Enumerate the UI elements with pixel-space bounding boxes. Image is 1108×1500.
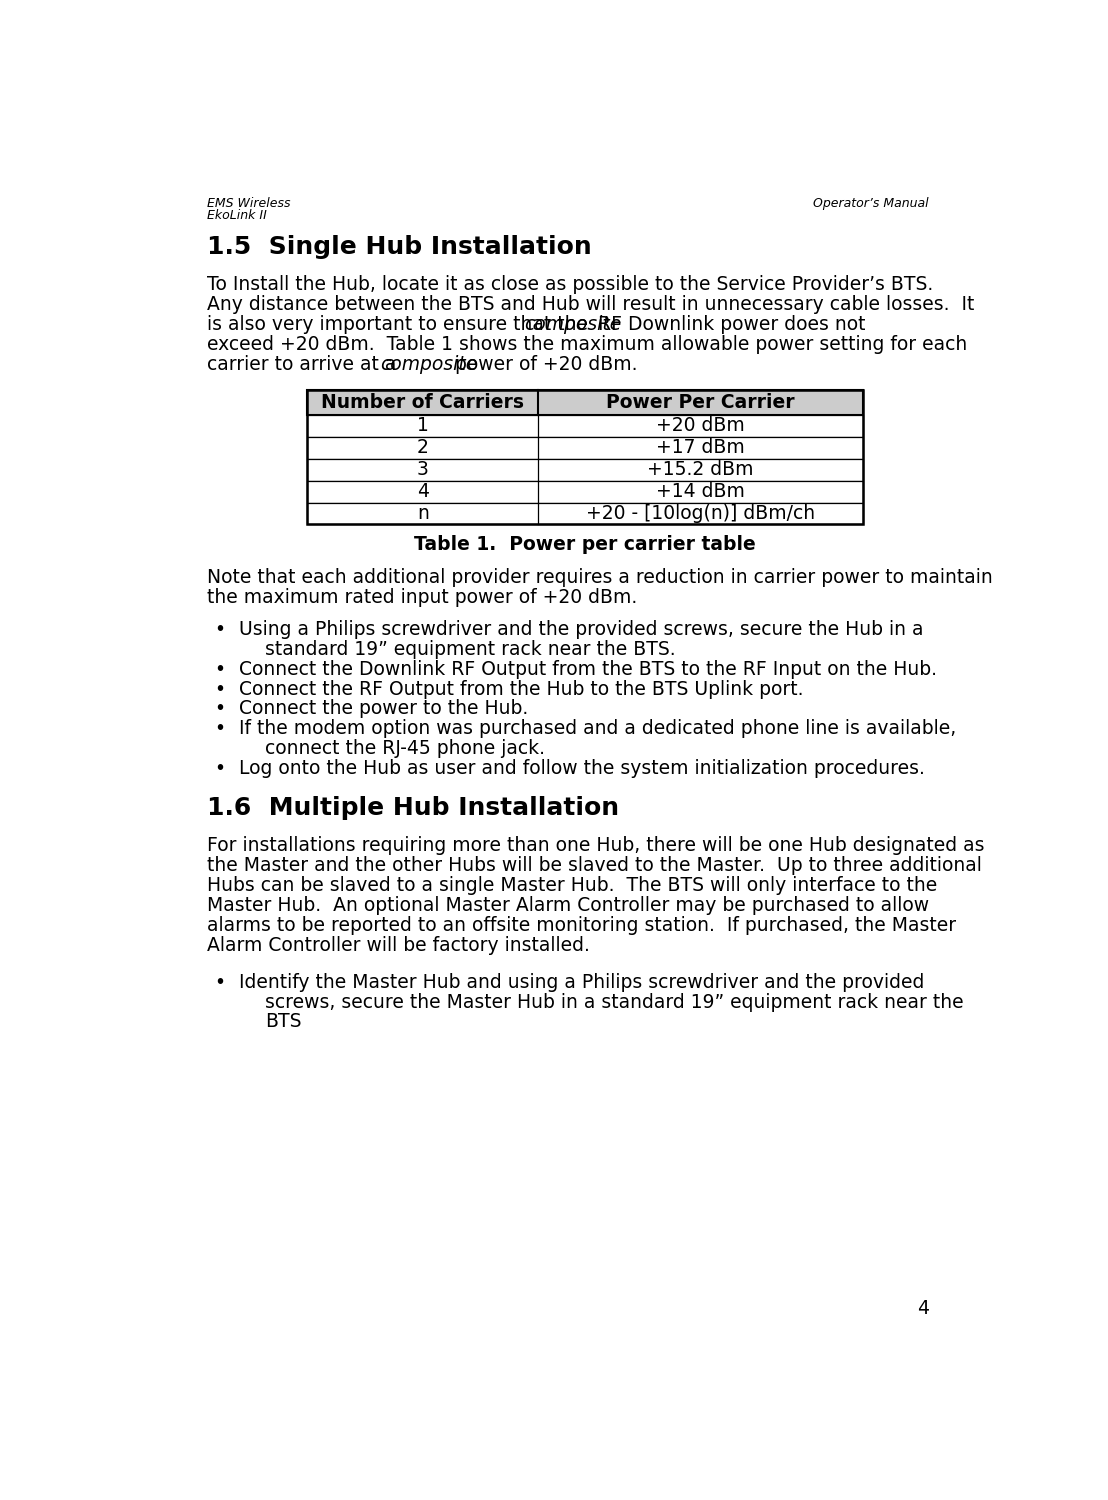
Bar bbox=[307, 390, 863, 525]
Text: +20 dBm: +20 dBm bbox=[656, 416, 745, 435]
Text: composite: composite bbox=[380, 356, 478, 374]
Text: +20 - [10log(n)] dBm/ch: +20 - [10log(n)] dBm/ch bbox=[586, 504, 815, 524]
Text: BTS: BTS bbox=[265, 1013, 301, 1032]
Bar bbox=[307, 390, 863, 416]
Text: EMS Wireless: EMS Wireless bbox=[207, 196, 290, 210]
Text: •: • bbox=[215, 972, 226, 992]
Text: 4: 4 bbox=[417, 482, 429, 501]
Text: For installations requiring more than one Hub, there will be one Hub designated : For installations requiring more than on… bbox=[207, 836, 984, 855]
Text: Using a Philips screwdriver and the provided screws, secure the Hub in a: Using a Philips screwdriver and the prov… bbox=[239, 620, 924, 639]
Text: Master Hub.  An optional Master Alarm Controller may be purchased to allow: Master Hub. An optional Master Alarm Con… bbox=[207, 896, 929, 915]
Text: +15.2 dBm: +15.2 dBm bbox=[647, 460, 753, 478]
Bar bbox=[307, 459, 863, 480]
Text: Identify the Master Hub and using a Philips screwdriver and the provided: Identify the Master Hub and using a Phil… bbox=[239, 972, 924, 992]
Text: EkoLink II: EkoLink II bbox=[207, 210, 267, 222]
Bar bbox=[307, 436, 863, 459]
Text: Log onto the Hub as user and follow the system initialization procedures.: Log onto the Hub as user and follow the … bbox=[239, 759, 925, 778]
Text: screws, secure the Master Hub in a standard 19” equipment rack near the: screws, secure the Master Hub in a stand… bbox=[265, 993, 964, 1011]
Text: power of +20 dBm.: power of +20 dBm. bbox=[449, 356, 637, 374]
Text: Alarm Controller will be factory installed.: Alarm Controller will be factory install… bbox=[207, 936, 589, 956]
Text: Table 1.  Power per carrier table: Table 1. Power per carrier table bbox=[414, 536, 756, 555]
Text: standard 19” equipment rack near the BTS.: standard 19” equipment rack near the BTS… bbox=[265, 639, 676, 658]
Text: the maximum rated input power of +20 dBm.: the maximum rated input power of +20 dBm… bbox=[207, 588, 637, 606]
Text: Operator’s Manual: Operator’s Manual bbox=[813, 196, 929, 210]
Text: •: • bbox=[215, 759, 226, 778]
Text: composite: composite bbox=[524, 315, 622, 334]
Text: connect the RJ-45 phone jack.: connect the RJ-45 phone jack. bbox=[265, 740, 545, 759]
Bar bbox=[307, 503, 863, 525]
Text: •: • bbox=[215, 720, 226, 738]
Text: 1.5  Single Hub Installation: 1.5 Single Hub Installation bbox=[207, 236, 592, 260]
Bar bbox=[307, 416, 863, 436]
Text: 1: 1 bbox=[417, 416, 429, 435]
Text: •: • bbox=[215, 660, 226, 678]
Text: •: • bbox=[215, 699, 226, 718]
Text: Connect the power to the Hub.: Connect the power to the Hub. bbox=[239, 699, 529, 718]
Text: exceed +20 dBm.  Table 1 shows the maximum allowable power setting for each: exceed +20 dBm. Table 1 shows the maximu… bbox=[207, 336, 967, 354]
Text: RF Downlink power does not: RF Downlink power does not bbox=[592, 315, 865, 334]
Text: Connect the RF Output from the Hub to the BTS Uplink port.: Connect the RF Output from the Hub to th… bbox=[239, 680, 803, 699]
Text: To Install the Hub, locate it as close as possible to the Service Provider’s BTS: To Install the Hub, locate it as close a… bbox=[207, 276, 933, 294]
Text: 1.6  Multiple Hub Installation: 1.6 Multiple Hub Installation bbox=[207, 796, 619, 820]
Text: Note that each additional provider requires a reduction in carrier power to main: Note that each additional provider requi… bbox=[207, 567, 993, 586]
Text: 2: 2 bbox=[417, 438, 429, 458]
Text: 3: 3 bbox=[417, 460, 429, 478]
Text: Hubs can be slaved to a single Master Hub.  The BTS will only interface to the: Hubs can be slaved to a single Master Hu… bbox=[207, 876, 937, 896]
Text: the Master and the other Hubs will be slaved to the Master.  Up to three additio: the Master and the other Hubs will be sl… bbox=[207, 856, 982, 874]
Text: alarms to be reported to an offsite monitoring station.  If purchased, the Maste: alarms to be reported to an offsite moni… bbox=[207, 916, 956, 934]
Text: n: n bbox=[417, 504, 429, 524]
Text: Any distance between the BTS and Hub will result in unnecessary cable losses.  I: Any distance between the BTS and Hub wil… bbox=[207, 296, 974, 315]
Text: Power Per Carrier: Power Per Carrier bbox=[606, 393, 794, 412]
Text: •: • bbox=[215, 680, 226, 699]
Bar bbox=[307, 480, 863, 502]
Text: +14 dBm: +14 dBm bbox=[656, 482, 745, 501]
Text: +17 dBm: +17 dBm bbox=[656, 438, 745, 458]
Text: carrier to arrive at a: carrier to arrive at a bbox=[207, 356, 402, 374]
Text: 4: 4 bbox=[917, 1299, 929, 1318]
Text: is also very important to ensure that the: is also very important to ensure that th… bbox=[207, 315, 594, 334]
Text: Connect the Downlink RF Output from the BTS to the RF Input on the Hub.: Connect the Downlink RF Output from the … bbox=[239, 660, 937, 678]
Text: If the modem option was purchased and a dedicated phone line is available,: If the modem option was purchased and a … bbox=[239, 720, 956, 738]
Text: Number of Carriers: Number of Carriers bbox=[321, 393, 524, 412]
Text: •: • bbox=[215, 620, 226, 639]
